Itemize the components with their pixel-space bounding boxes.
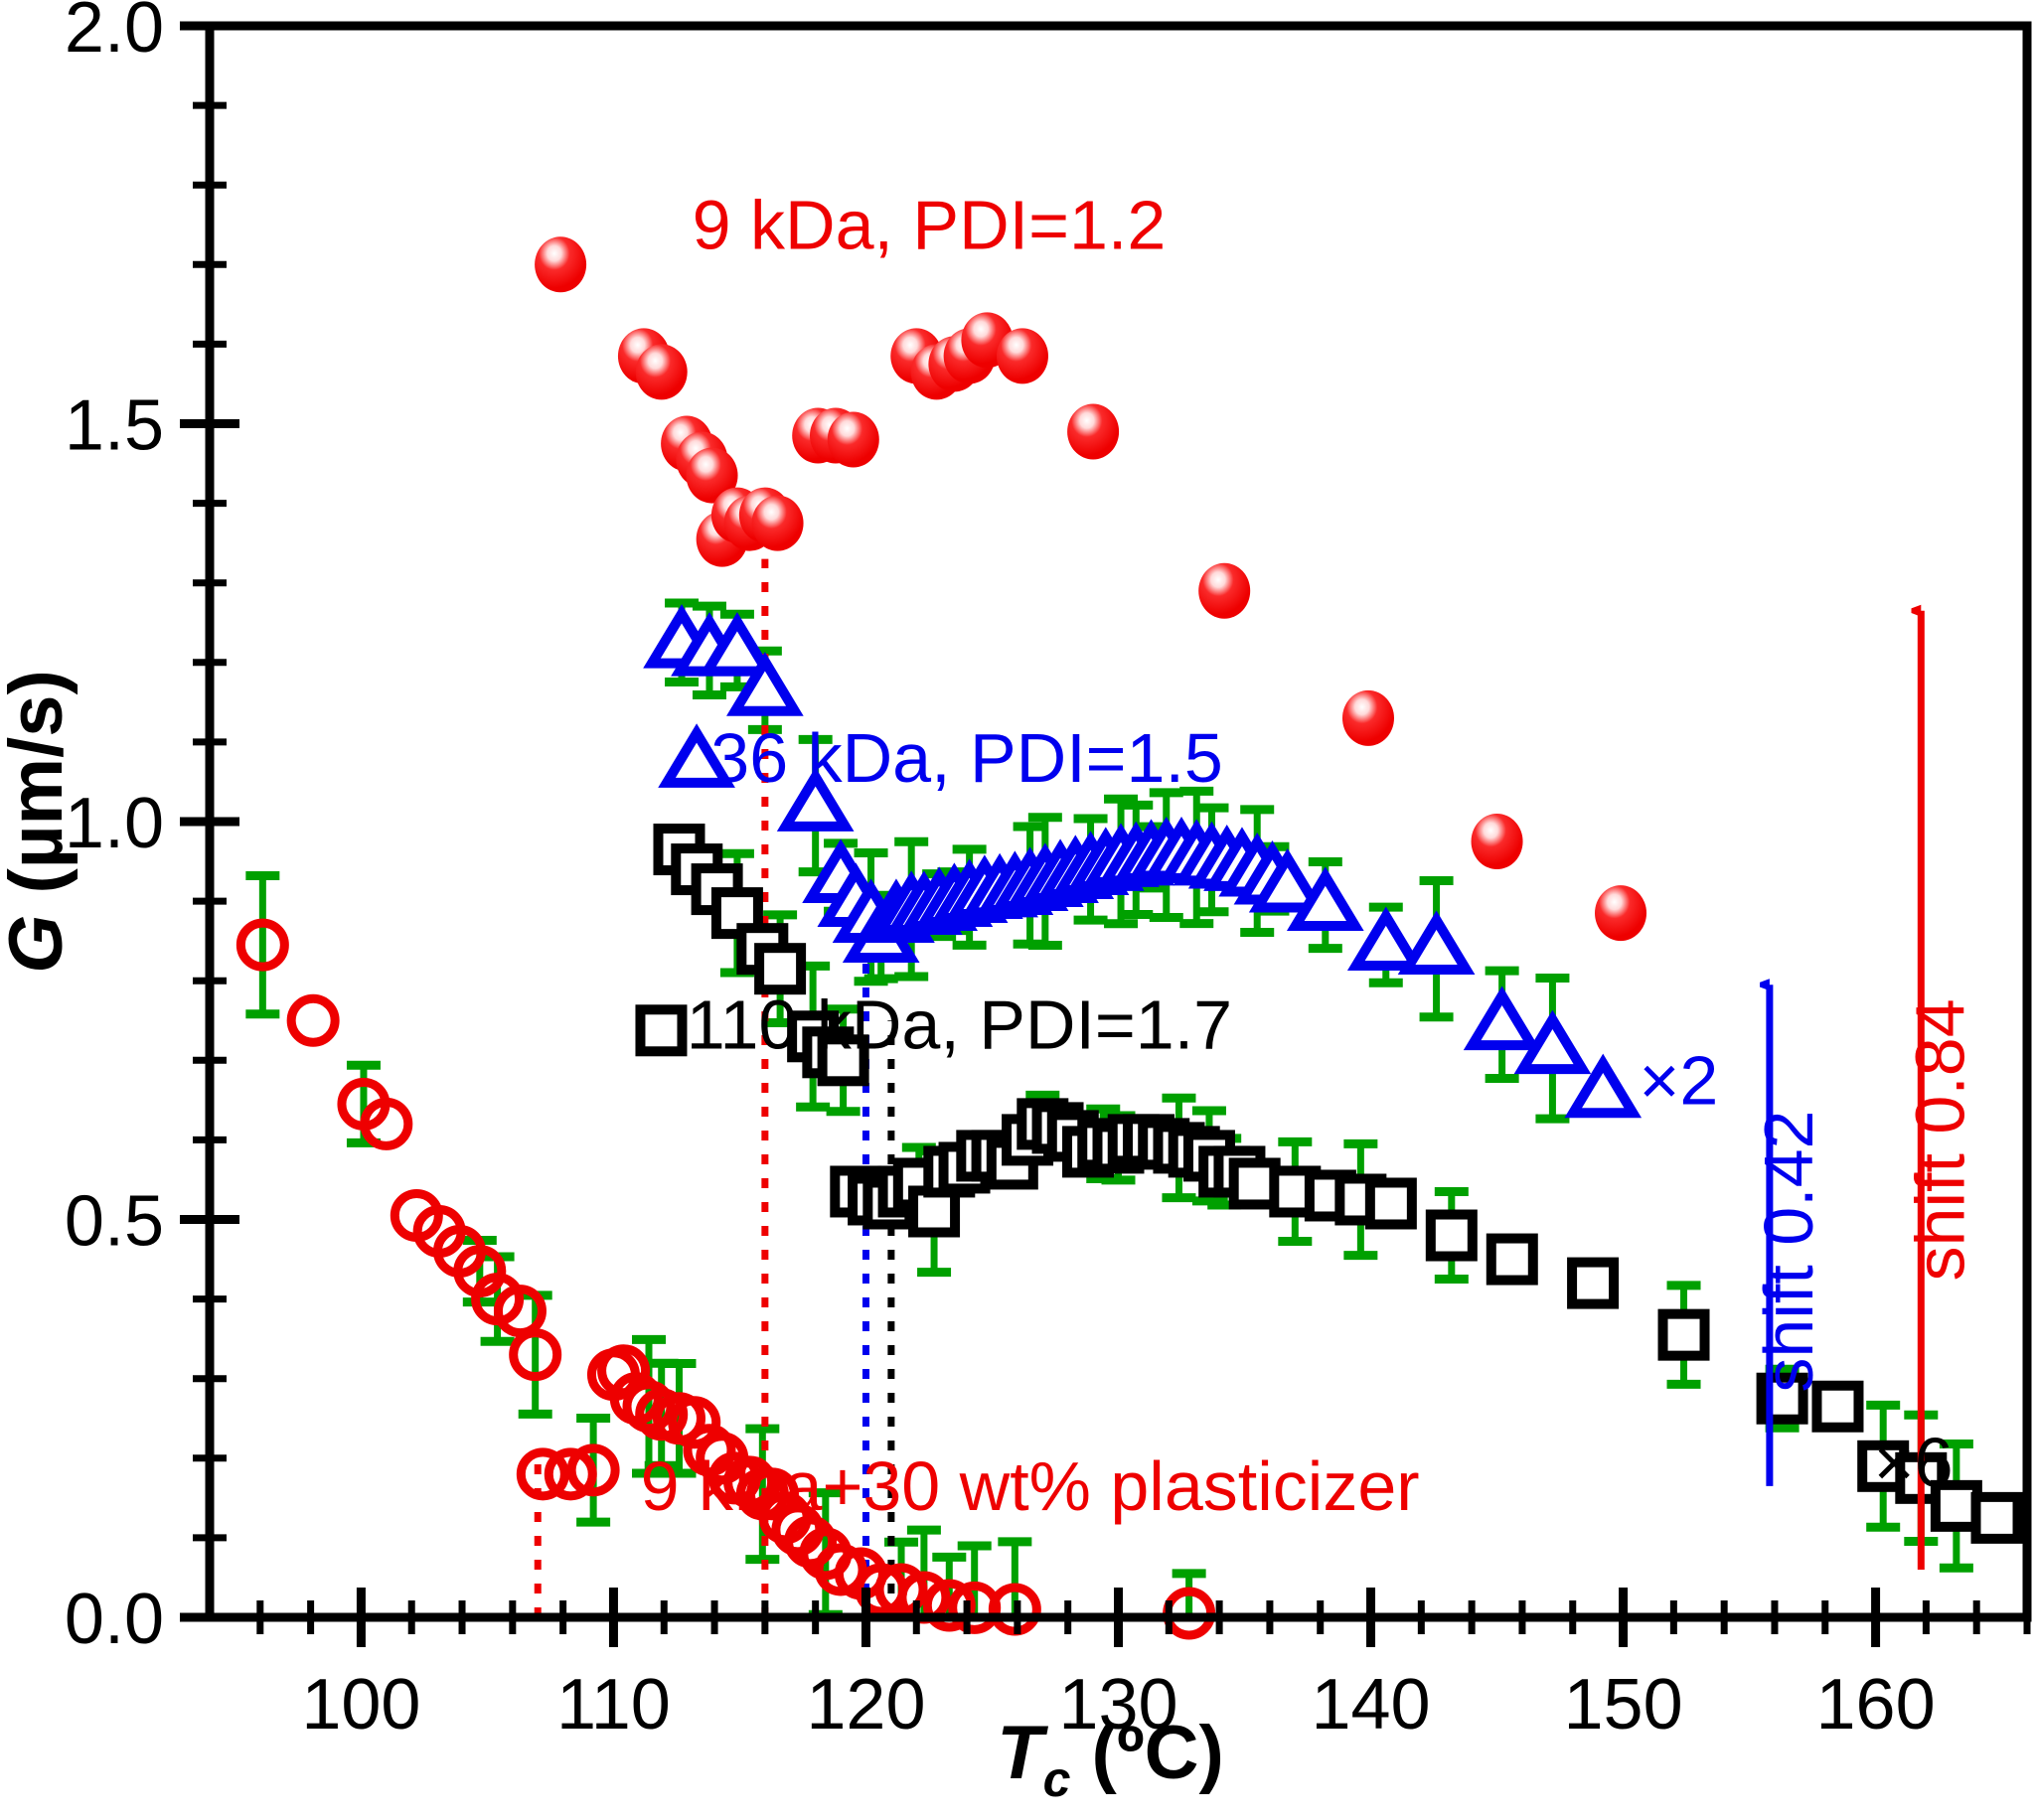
data-point-filled-circle: [535, 236, 587, 293]
data-point-open-circle: [668, 1396, 721, 1449]
data-point-open-square: [754, 943, 807, 995]
data-point-open-circle: [516, 1447, 569, 1501]
y-tick-label: 0.0: [65, 1580, 164, 1659]
x-tick-label: 100: [301, 1665, 420, 1744]
series-multiplier-label: ×6: [1874, 1424, 1954, 1501]
y-axis-title: G (µm/s): [0, 670, 78, 974]
data-point-open-square: [1364, 1177, 1417, 1230]
series-label: 9 kDa, PDI=1.2: [693, 186, 1167, 263]
shift-annotation: shift 0.84: [1901, 998, 1978, 1281]
series-label: 9 kDa+30 wt% plasticizer: [641, 1447, 1420, 1525]
data-point-filled-circle: [635, 344, 688, 400]
data-point-open-triangle: [1463, 986, 1541, 1051]
data-point-open-circle: [360, 1097, 413, 1150]
data-point-open-circle: [493, 1285, 547, 1338]
series-open-square: [653, 824, 2023, 1544]
errorbar: [245, 871, 280, 1019]
data-point-open-triangle: [1513, 1009, 1592, 1075]
data-point-open-triangle: [699, 612, 776, 677]
series-label: 110 kDa, PDI=1.7: [687, 986, 1232, 1063]
series-open-triangle: [643, 604, 1643, 1119]
data-point-open-circle: [814, 1543, 867, 1596]
data-point-filled-circle: [686, 447, 738, 504]
data-point-open-square: [1425, 1209, 1478, 1262]
data-point-filled-circle: [1595, 885, 1647, 942]
data-point-open-triangle: [1397, 910, 1476, 976]
y-tick-label: 1.5: [65, 386, 164, 466]
data-point-open-triangle: [1346, 906, 1425, 972]
data-point-filled-circle: [996, 328, 1048, 384]
data-point-open-triangle: [1564, 1053, 1643, 1119]
data-point-filled-circle: [827, 411, 879, 468]
x-tick-label: 130: [1058, 1665, 1177, 1744]
x-tick-label: 120: [806, 1665, 925, 1744]
data-point-open-circle: [286, 993, 340, 1047]
data-point-open-circle: [544, 1447, 597, 1501]
legend-glyph-triangle: [658, 723, 735, 788]
y-tick-label: 2.0: [65, 0, 164, 68]
data-point-open-square: [1811, 1380, 1864, 1433]
series-label: 36 kDa, PDI=1.5: [710, 719, 1223, 797]
data-point-open-triangle: [1286, 866, 1364, 931]
data-point-open-triangle: [776, 767, 855, 832]
data-point-open-square: [1657, 1308, 1710, 1361]
x-tick-label: 110: [556, 1665, 671, 1744]
vertical-reference-lines: [534, 558, 895, 1617]
x-tick-label: 160: [1816, 1665, 1936, 1744]
data-point-filled-circle: [751, 495, 804, 551]
data-point-open-circle: [874, 1563, 928, 1616]
x-tick-label: 140: [1311, 1665, 1430, 1744]
data-point-open-square: [1486, 1233, 1538, 1286]
series-multiplier-label: ×2: [1640, 1041, 1719, 1119]
data-point-filled-circle: [1198, 562, 1251, 619]
series-filled-sphere-circle: [535, 236, 1647, 942]
legend-glyph-square: [635, 1004, 688, 1057]
x-axis-title: Tc (ºC): [997, 1711, 1224, 1807]
data-point-open-circle: [235, 918, 289, 972]
data-point-open-circle: [922, 1579, 976, 1632]
y-tick-label: 1.0: [65, 784, 164, 863]
errorbar: [518, 1290, 552, 1419]
data-point-open-triangle: [726, 652, 804, 716]
y-tick-label: 0.5: [65, 1182, 164, 1262]
data-point-filled-circle: [1341, 689, 1394, 746]
data-point-open-square: [635, 1004, 688, 1057]
data-series-layer: [235, 236, 2023, 1640]
data-point-open-circle: [566, 1443, 620, 1497]
data-point-open-square: [1567, 1257, 1620, 1309]
data-point-filled-circle: [1067, 403, 1120, 460]
data-point-open-triangle: [1248, 847, 1327, 913]
data-point-open-triangle: [658, 723, 735, 788]
data-point-filled-circle: [1471, 814, 1523, 870]
x-tick-label: 150: [1563, 1665, 1682, 1744]
annotation-labels-layer: 9 kDa, PDI=1.2 36 kDa, PDI=1.5 ×2 110 kDa, …: [635, 186, 1978, 1525]
shift-arrows-layer: [1770, 611, 1925, 1570]
data-point-open-square: [1970, 1491, 2023, 1544]
shift-annotation: shift 0.42: [1750, 1111, 1827, 1393]
series-open-circle: [235, 918, 1216, 1640]
data-point-open-square: [817, 1034, 869, 1087]
data-point-open-circle: [509, 1328, 562, 1382]
data-point-open-circle: [597, 1344, 651, 1398]
